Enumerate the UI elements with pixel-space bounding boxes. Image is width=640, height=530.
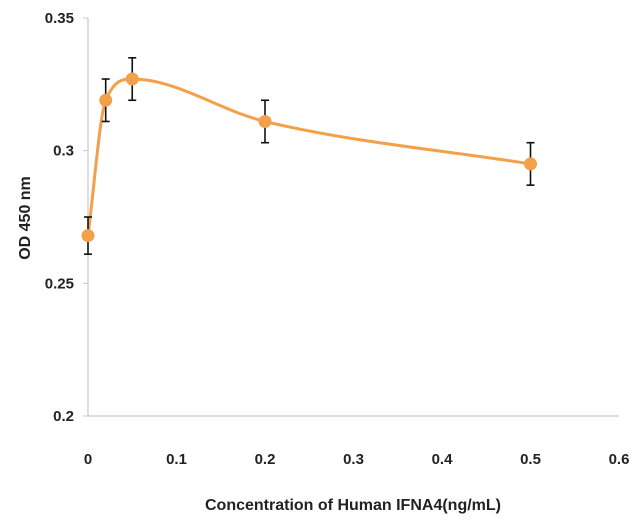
data-points: [81, 72, 537, 243]
x-tick-label: 0: [84, 451, 92, 468]
data-point: [81, 229, 95, 243]
y-tick-label: 0.3: [53, 143, 74, 160]
data-point: [258, 114, 272, 128]
y-tick-label: 0.25: [45, 275, 74, 292]
x-tick-label: 0.1: [166, 451, 187, 468]
x-tick-label: 0.6: [609, 451, 630, 468]
tick-labels: 0 0.1 0.2 0.3 0.4 0.5 0.6 0.2 0.25 0.3 0.35: [45, 10, 630, 468]
x-tick-label: 0.3: [343, 451, 364, 468]
y-axis-title: OD 450 nm: [17, 176, 34, 260]
data-point: [524, 157, 537, 171]
x-axis-title: Concentration of Human IFNA4(ng/mL): [205, 497, 501, 514]
data-point: [99, 93, 113, 107]
x-tick-label: 0.2: [255, 451, 276, 468]
axes: [83, 17, 619, 417]
series-line-group: [86, 77, 531, 236]
series-line: [86, 77, 531, 236]
y-tick-label: 0.35: [45, 10, 74, 27]
data-point: [125, 72, 139, 86]
x-tick-label: 0.4: [432, 451, 454, 468]
y-tick-label: 0.2: [53, 408, 74, 425]
x-tick-label: 0.5: [520, 451, 541, 468]
